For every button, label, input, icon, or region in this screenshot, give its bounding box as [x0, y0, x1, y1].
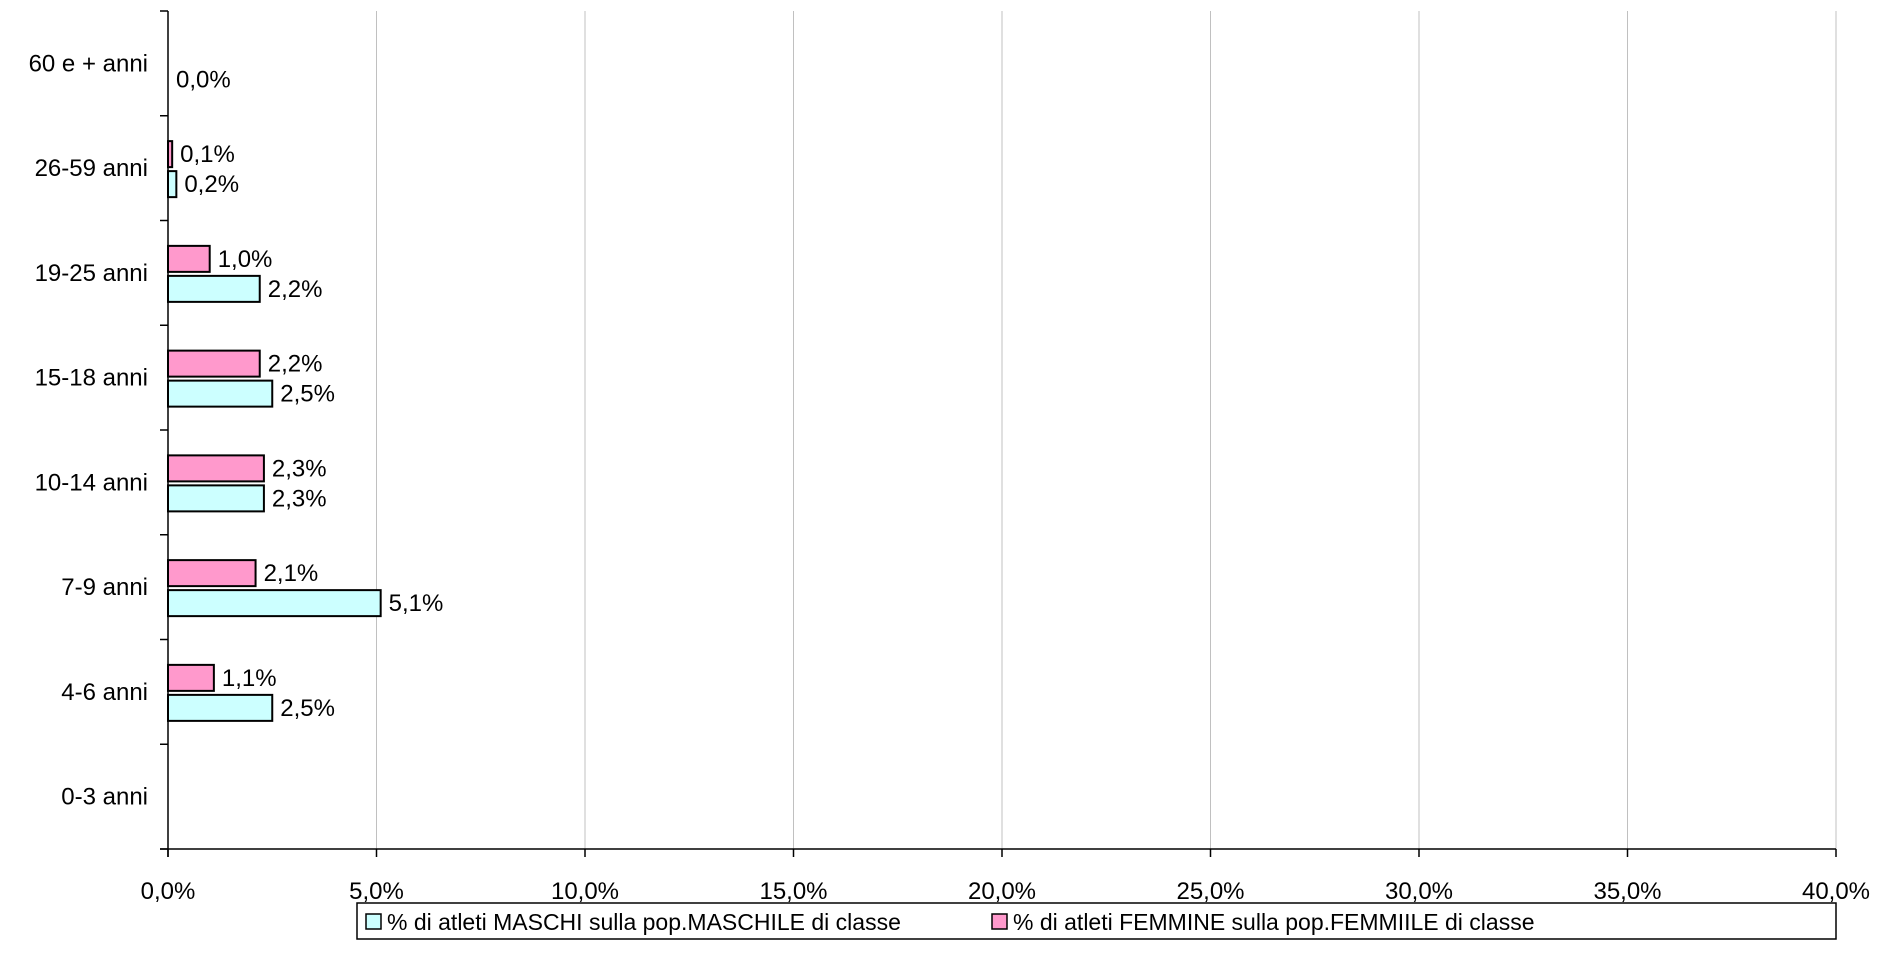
data-label: 1,1% — [222, 665, 277, 692]
bar-male — [167, 589, 382, 618]
data-label: 5,1% — [389, 590, 444, 617]
data-label: 2,1% — [264, 560, 319, 587]
gridlines — [376, 11, 1837, 849]
x-tick-label: 25,0% — [1176, 878, 1244, 905]
x-tick-label: 15,0% — [759, 878, 827, 905]
legend-swatch-male — [365, 913, 382, 930]
y-tick-label: 19-25 anni — [35, 260, 148, 287]
bar-female — [167, 244, 211, 273]
y-tick-label: 26-59 anni — [35, 155, 148, 182]
bar-male — [167, 379, 274, 408]
data-label: 1,0% — [218, 246, 273, 273]
data-label: 2,3% — [272, 485, 327, 512]
data-label: 2,2% — [268, 276, 323, 303]
x-tick-label: 5,0% — [349, 878, 404, 905]
y-tick-label: 4-6 anni — [61, 679, 148, 706]
bar-female — [167, 663, 215, 692]
y-tick-label: 7-9 anni — [61, 574, 148, 601]
legend-label-female: % di atleti FEMMINE sulla pop.FEMMIILE d… — [1013, 909, 1535, 935]
legend-label-male: % di atleti MASCHI sulla pop.MASCHILE di… — [387, 909, 901, 935]
x-tick-label: 10,0% — [551, 878, 619, 905]
data-label: 0,2% — [184, 171, 239, 198]
x-tick-label: 40,0% — [1802, 878, 1870, 905]
bar-female — [167, 559, 257, 588]
bar-male — [167, 274, 261, 303]
bar-female — [167, 349, 261, 378]
bar-female — [167, 454, 265, 483]
legend: % di atleti MASCHI sulla pop.MASCHILE di… — [356, 902, 1837, 940]
data-label: 0,1% — [180, 141, 235, 168]
bar-male — [167, 170, 178, 199]
bars — [167, 140, 382, 722]
x-tick-label: 20,0% — [968, 878, 1036, 905]
y-tick-label: 15-18 anni — [35, 365, 148, 392]
data-label: 2,2% — [268, 351, 323, 378]
y-tick-label: 0-3 anni — [61, 784, 148, 811]
legend-box — [356, 902, 1837, 940]
x-tick-label: 0,0% — [141, 878, 196, 905]
axes: 0-3 anni 4-6 anni 7-9 anni 10-14 anni 15-18 … — [29, 10, 1870, 905]
legend-swatch-female — [991, 913, 1008, 930]
data-label: 0,0% — [176, 66, 231, 93]
x-tick-label: 30,0% — [1385, 878, 1453, 905]
x-tick-label: 35,0% — [1593, 878, 1661, 905]
bar-male — [167, 484, 265, 513]
data-label: 2,5% — [280, 381, 335, 408]
bar-male — [167, 693, 274, 722]
data-label: 2,3% — [272, 455, 327, 482]
y-tick-label: 60 e + anni — [29, 50, 148, 77]
y-tick-label: 10-14 anni — [35, 469, 148, 496]
data-labels: 2,5%1,1%5,1%2,1%2,3%2,3%2,5%2,2%2,2%1,0%… — [176, 66, 443, 722]
data-label: 2,5% — [280, 695, 335, 722]
